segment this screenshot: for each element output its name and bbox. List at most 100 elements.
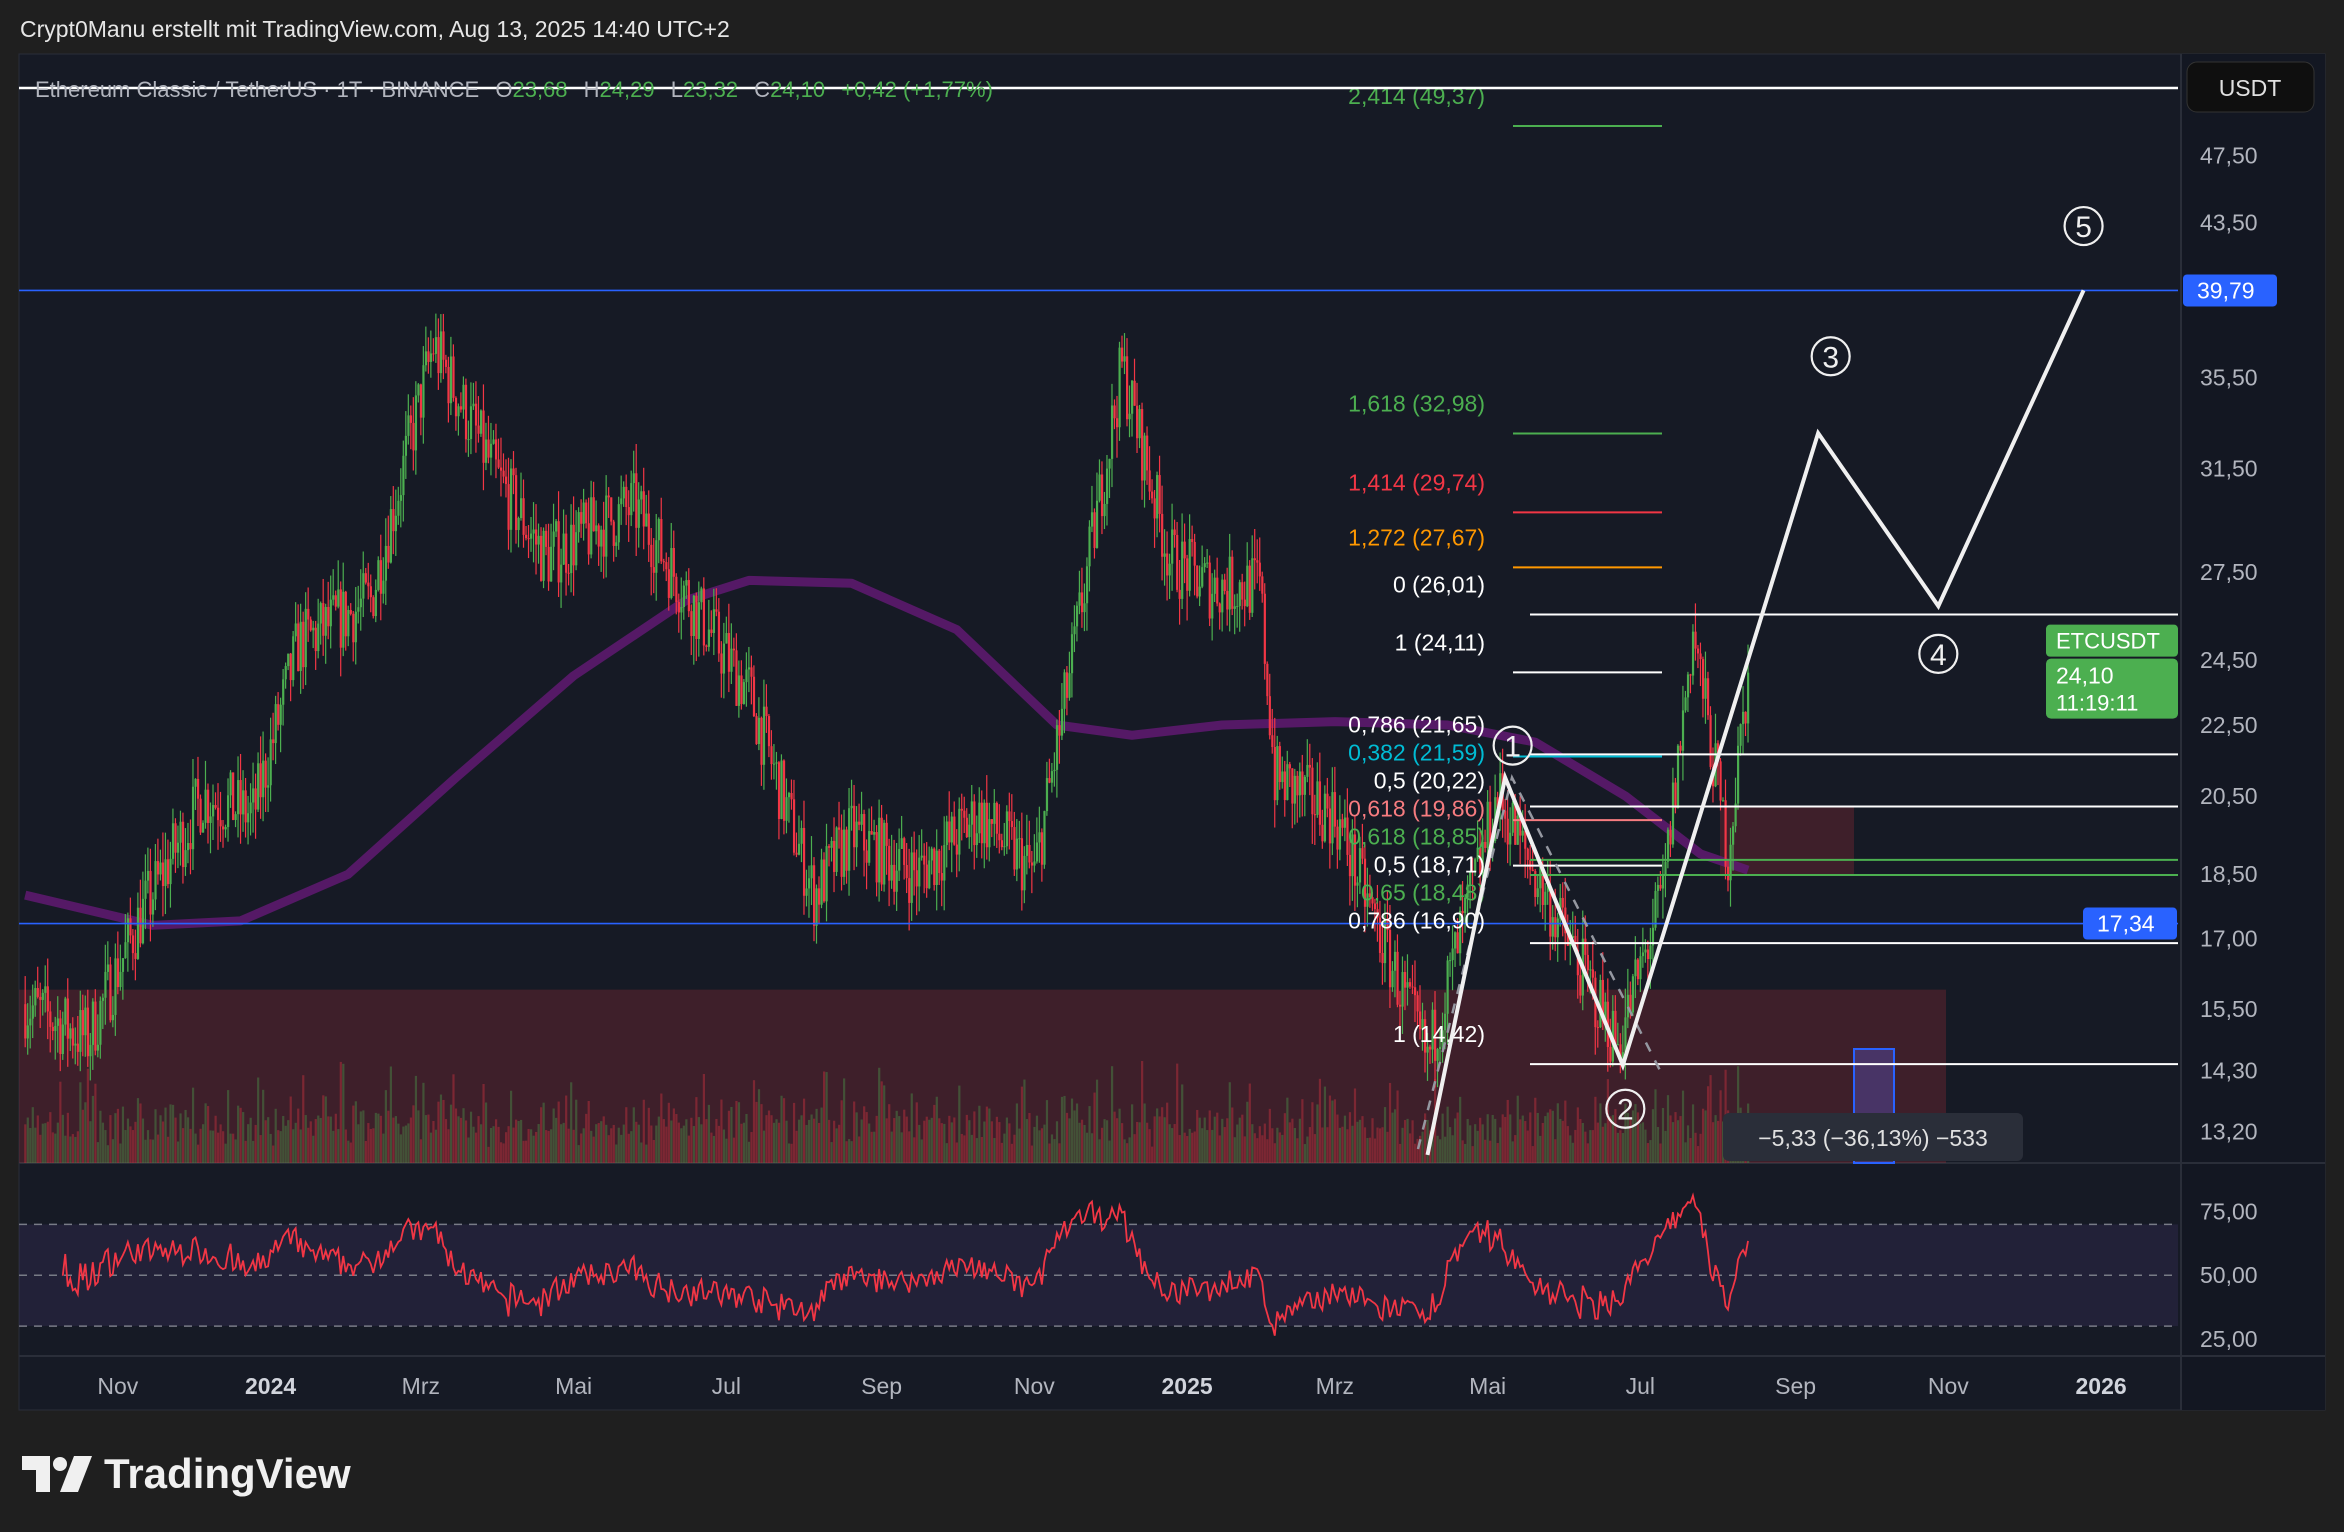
volume-bar — [482, 1083, 485, 1163]
candle-body — [362, 573, 365, 599]
volume-bar — [520, 1119, 523, 1163]
candle-body — [1376, 909, 1379, 918]
volume-bar — [662, 1119, 665, 1163]
candle-body — [1126, 356, 1129, 420]
candle-body — [1013, 827, 1016, 870]
volume-bar — [279, 1131, 282, 1163]
measure-tooltip-bg — [1723, 1113, 2023, 1161]
volume-bar — [868, 1123, 871, 1163]
volume-bar — [247, 1124, 250, 1163]
fib-level-label: 0,618 (18,85) — [1348, 823, 1485, 849]
volume-bar — [1058, 1143, 1061, 1163]
volume-bar — [1218, 1135, 1221, 1163]
volume-bar — [59, 1081, 62, 1163]
candle-body — [1589, 969, 1592, 971]
candle-body — [394, 515, 398, 532]
volume-bar — [234, 1139, 237, 1163]
legend-high: 24,29 — [600, 77, 655, 102]
volume-bar — [497, 1126, 500, 1163]
candle-body — [1451, 948, 1454, 961]
candle-body — [915, 870, 918, 887]
legend: Ethereum Classic / TetherUS · 1T · BINAN… — [35, 77, 993, 102]
volume-bar — [46, 1121, 49, 1163]
candle-body — [675, 576, 678, 603]
wave-label-3[interactable]: 3 — [1822, 341, 1839, 374]
candle-body — [1381, 952, 1384, 964]
candle-body — [1551, 917, 1554, 937]
volume-bar — [1281, 1134, 1284, 1163]
volume-bar — [797, 1119, 801, 1163]
volume-bar — [262, 1089, 265, 1163]
candle-body — [69, 1028, 72, 1039]
fib-level-label: 0,5 (18,71) — [1374, 851, 1485, 877]
tradingview-logo[interactable]: TradingView — [22, 1450, 351, 1498]
candle-body — [1183, 541, 1186, 559]
candle-body — [1456, 932, 1459, 954]
volume-bar — [1421, 1131, 1424, 1163]
volume-bar — [414, 1075, 418, 1163]
volume-bar — [1681, 1090, 1685, 1163]
volume-bar — [29, 1127, 32, 1163]
candle-body — [1103, 503, 1106, 517]
wave-label-5[interactable]: 5 — [2075, 211, 2092, 244]
volume-bar — [342, 1063, 345, 1163]
legend-l-label: L — [671, 77, 683, 102]
candle-body — [1261, 576, 1264, 594]
candle-body — [81, 1010, 84, 1036]
candle-body — [149, 870, 152, 915]
volume-bar — [632, 1107, 635, 1163]
time-tick-label: 2024 — [245, 1373, 296, 1399]
volume-bar — [1141, 1061, 1144, 1163]
candle-body — [1536, 888, 1539, 898]
volume-bar — [302, 1075, 305, 1163]
candle-body — [1143, 435, 1146, 481]
volume-bar — [307, 1127, 310, 1163]
volume-bar — [1038, 1130, 1041, 1163]
candle-body — [1561, 897, 1564, 908]
volume-bar — [1338, 1127, 1342, 1163]
rsi-line — [61, 1192, 1749, 1336]
volume-bar — [1008, 1123, 1011, 1163]
volume-bar — [412, 1105, 415, 1163]
candle-body — [1241, 582, 1244, 600]
candle-body — [1454, 932, 1457, 949]
volume-bar — [697, 1117, 701, 1163]
candle-body — [557, 521, 560, 583]
candle-body — [1474, 859, 1477, 872]
candle-body — [635, 473, 638, 528]
candle-body — [282, 679, 285, 705]
candle-body — [525, 534, 528, 539]
volume-bar — [1161, 1107, 1164, 1163]
wave-label-4[interactable]: 4 — [1930, 639, 1947, 672]
wave-label-1[interactable]: 1 — [1504, 731, 1521, 764]
candle-body — [1644, 949, 1647, 953]
candle-body — [1631, 976, 1635, 1013]
elliott-wave-path[interactable] — [1425, 289, 2086, 1156]
volume-bar — [1691, 1104, 1695, 1163]
volume-bar — [1115, 1118, 1119, 1163]
candle-body — [181, 821, 185, 868]
candle-body — [863, 814, 866, 851]
volume-bar — [620, 1134, 623, 1163]
candle-body — [79, 1010, 82, 1052]
volume-bar — [191, 1087, 195, 1163]
volume-bar — [1303, 1144, 1306, 1163]
price-tick-label: 31,50 — [2200, 456, 2258, 482]
wave-label-2[interactable]: 2 — [1617, 1094, 1634, 1127]
candle-body — [1449, 960, 1452, 962]
currency-button[interactable]: USDT — [2186, 61, 2315, 113]
volume-bar — [755, 1101, 758, 1163]
volume-bar — [807, 1119, 811, 1163]
candle-body — [750, 667, 753, 677]
candle-body — [1686, 674, 1690, 698]
volume-bar — [880, 1081, 883, 1163]
candle-body — [1296, 775, 1299, 796]
candle-body — [580, 512, 583, 524]
candle-body — [469, 406, 473, 440]
volume-bar — [1171, 1128, 1174, 1163]
last-price-tag-bg — [2046, 658, 2178, 719]
wave-label-circle — [2063, 205, 2104, 247]
legend-c-label: C — [754, 77, 770, 102]
candle-body — [364, 573, 367, 583]
